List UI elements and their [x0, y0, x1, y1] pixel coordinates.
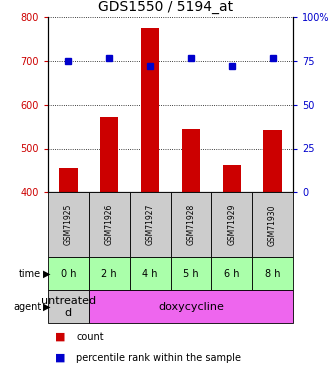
- Bar: [170, 257, 211, 290]
- Text: 6 h: 6 h: [224, 269, 240, 279]
- Bar: [130, 257, 170, 290]
- Bar: [48, 257, 89, 290]
- Text: 5 h: 5 h: [183, 269, 199, 279]
- Bar: [141, 28, 159, 192]
- Bar: [222, 165, 241, 192]
- Text: ■: ■: [55, 332, 65, 342]
- Bar: [182, 129, 200, 192]
- Bar: [89, 257, 130, 290]
- Text: GSM71925: GSM71925: [64, 204, 73, 246]
- Bar: [89, 192, 130, 257]
- Text: 0 h: 0 h: [61, 269, 76, 279]
- Bar: [252, 192, 293, 257]
- Text: untreated
d: untreated d: [41, 296, 96, 318]
- Bar: [59, 168, 77, 192]
- Text: time: time: [19, 269, 41, 279]
- Text: 4 h: 4 h: [142, 269, 158, 279]
- Text: 2 h: 2 h: [101, 269, 117, 279]
- Text: GSM71930: GSM71930: [268, 204, 277, 246]
- Text: doxycycline: doxycycline: [158, 302, 224, 312]
- Text: ■: ■: [55, 353, 65, 363]
- Text: ▶: ▶: [43, 302, 50, 312]
- Bar: [100, 117, 118, 192]
- Bar: [48, 290, 89, 323]
- Bar: [252, 257, 293, 290]
- Bar: [170, 192, 211, 257]
- Text: GSM71927: GSM71927: [146, 204, 155, 246]
- Text: count: count: [76, 332, 104, 342]
- Text: 8 h: 8 h: [265, 269, 280, 279]
- Bar: [211, 192, 252, 257]
- Text: GDS1550 / 5194_at: GDS1550 / 5194_at: [98, 0, 233, 13]
- Text: percentile rank within the sample: percentile rank within the sample: [76, 353, 241, 363]
- Bar: [263, 130, 282, 192]
- Text: ▶: ▶: [43, 269, 50, 279]
- Bar: [48, 192, 89, 257]
- Text: GSM71929: GSM71929: [227, 204, 236, 246]
- Text: agent: agent: [13, 302, 41, 312]
- Text: GSM71926: GSM71926: [105, 204, 114, 246]
- Bar: [130, 192, 170, 257]
- Bar: [89, 290, 293, 323]
- Bar: [211, 257, 252, 290]
- Text: GSM71928: GSM71928: [186, 204, 195, 245]
